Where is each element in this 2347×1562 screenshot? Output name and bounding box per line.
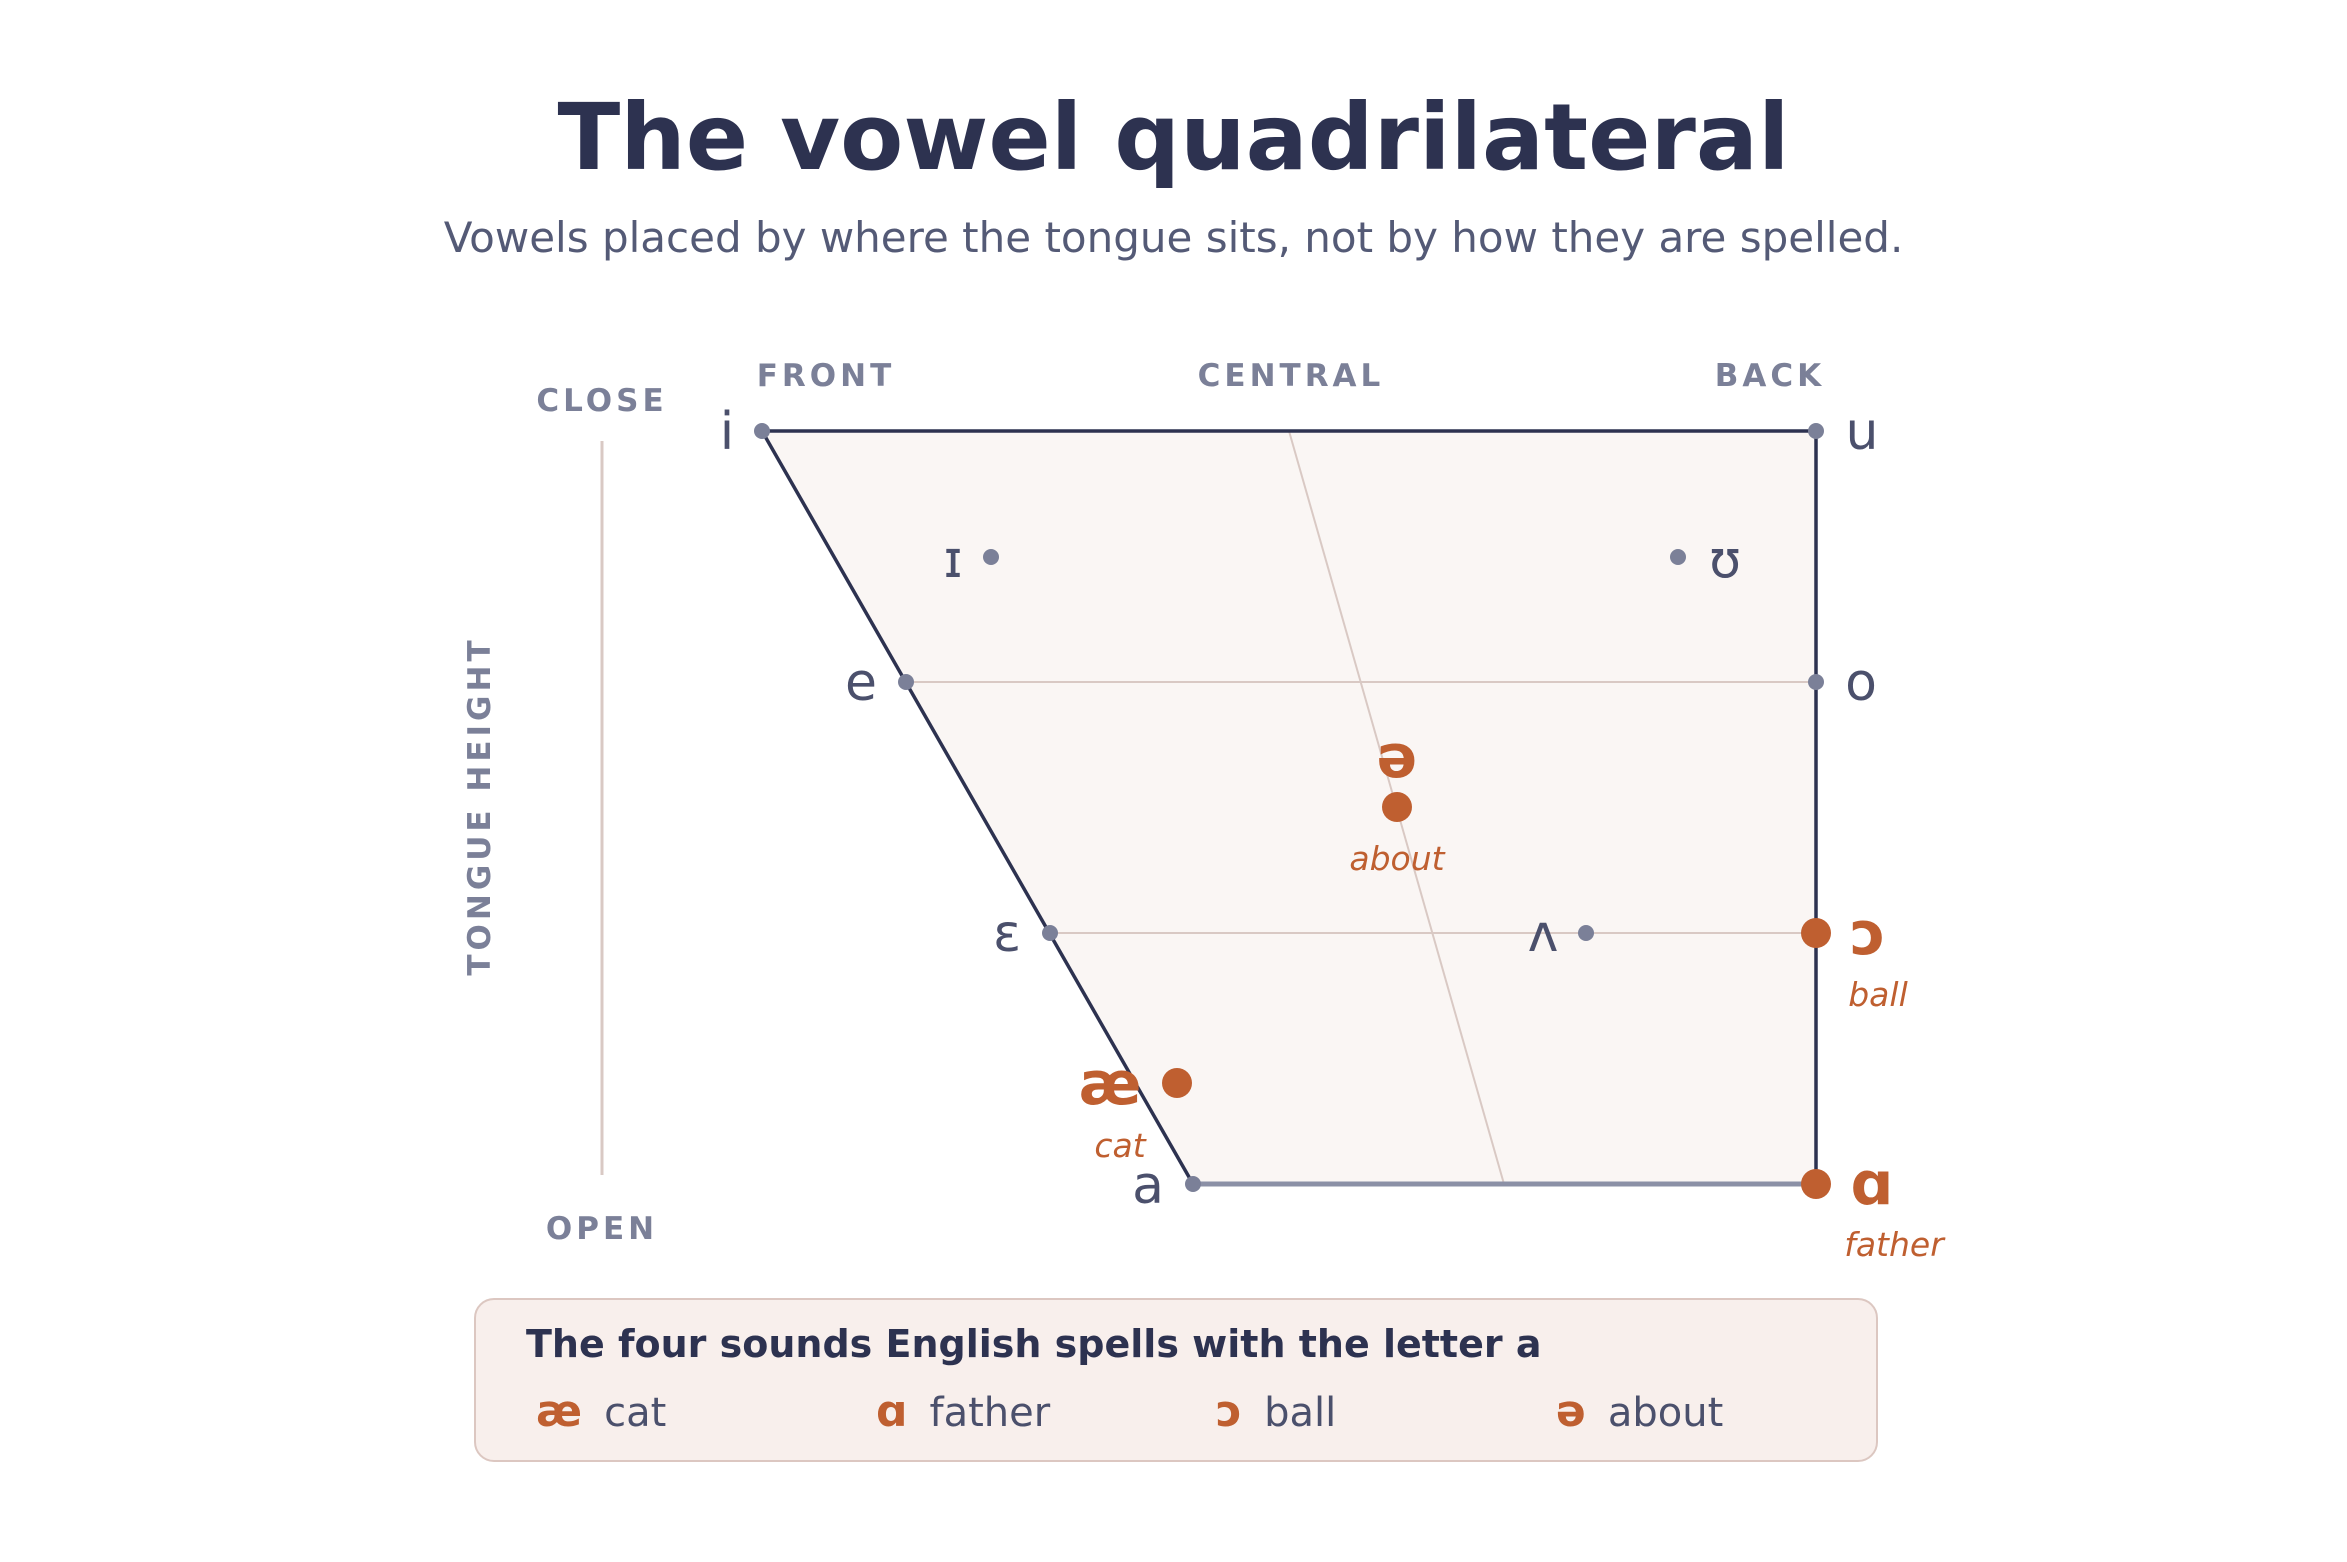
page-title: The vowel quadrilateral [557,84,1790,191]
axis-label-open: OPEN [546,1211,658,1247]
vowel-point [1162,1068,1192,1098]
vowel-schwa: ə about [1349,722,1445,878]
legend-word: ball [1264,1390,1337,1436]
legend-title: The four sounds English spells with the … [526,1322,1542,1366]
page-subtitle: Vowels placed by where the tongue sits, … [443,213,1904,262]
vowel-o: o [1808,653,1877,713]
axis-label-front: FRONT [757,358,896,394]
vowel-symbol: a [1132,1156,1164,1216]
legend-item: ə about [1556,1386,1724,1437]
legend-symbol: ɑ [876,1386,908,1437]
vowel-point [983,549,999,565]
vowel-point [898,674,914,690]
vowel-symbol: ʊ [1709,530,1741,590]
vowel-point [1382,792,1412,822]
vowel-i: i [720,402,770,462]
legend-word: cat [604,1390,667,1436]
vowel-example: father [1844,1225,1946,1264]
vowel-symbol: ɪ [943,530,962,590]
vowel-open-mid-front: ɛ [993,904,1058,964]
vowel-open-o: ɔ ball [1801,899,1908,1014]
vowel-symbol: ɛ [993,904,1021,964]
quadrilateral-fill [762,431,1816,1184]
vowel-example: about [1349,839,1445,878]
vowel-point [1808,674,1824,690]
vowel-point [1808,423,1824,439]
legend-item: æ cat [536,1386,667,1437]
vowel-symbol: e [845,653,877,713]
axis-label-tongue-height: TONGUE HEIGHT [462,636,498,975]
vowel-symbol: æ [1079,1049,1142,1119]
vowel-example: ball [1848,975,1908,1014]
vowel-u: u [1808,402,1878,462]
axis-label-back: BACK [1715,358,1825,394]
vowel-e: e [845,653,914,713]
legend-item: ɑ father [876,1386,1051,1437]
vowel-point [1801,1169,1831,1199]
legend-word: father [929,1390,1051,1436]
vowel-symbol: i [720,402,734,462]
edge-front [760,430,1195,1185]
vowel-near-close-back: ʊ [1670,530,1741,590]
vowel-open-mid-back-unrounded: ʌ [1528,904,1594,964]
vowel-ash: æ cat [1079,1049,1192,1165]
vowel-symbol: o [1845,653,1877,713]
vowel-point [1670,549,1686,565]
legend-word: about [1607,1390,1724,1436]
vowel-symbol: ʌ [1528,904,1559,964]
vowel-point [1042,925,1058,941]
vowel-example: cat [1094,1126,1146,1165]
vowel-point [1185,1176,1201,1192]
vowel-point [1578,925,1594,941]
vowel-near-close-front: ɪ [943,530,999,590]
vowel-open-back: ɑ father [1801,1149,1946,1264]
vowel-a: a [1132,1156,1201,1216]
legend-symbol: ɔ [1216,1386,1243,1437]
axis-label-close: CLOSE [536,383,667,419]
legend-symbol: ə [1556,1386,1586,1437]
legend-symbol: æ [536,1386,583,1437]
vowel-symbol: ɔ [1850,899,1886,969]
axis-label-central: CENTRAL [1198,358,1385,394]
vowel-point [1801,918,1831,948]
legend-box: The four sounds English spells with the … [474,1298,1878,1462]
vowel-symbol: ə [1377,722,1418,792]
vowel-point [754,423,770,439]
legend-item: ɔ ball [1216,1386,1337,1437]
vowel-symbol: ɑ [1851,1149,1894,1219]
vowel-symbol: u [1846,402,1879,462]
